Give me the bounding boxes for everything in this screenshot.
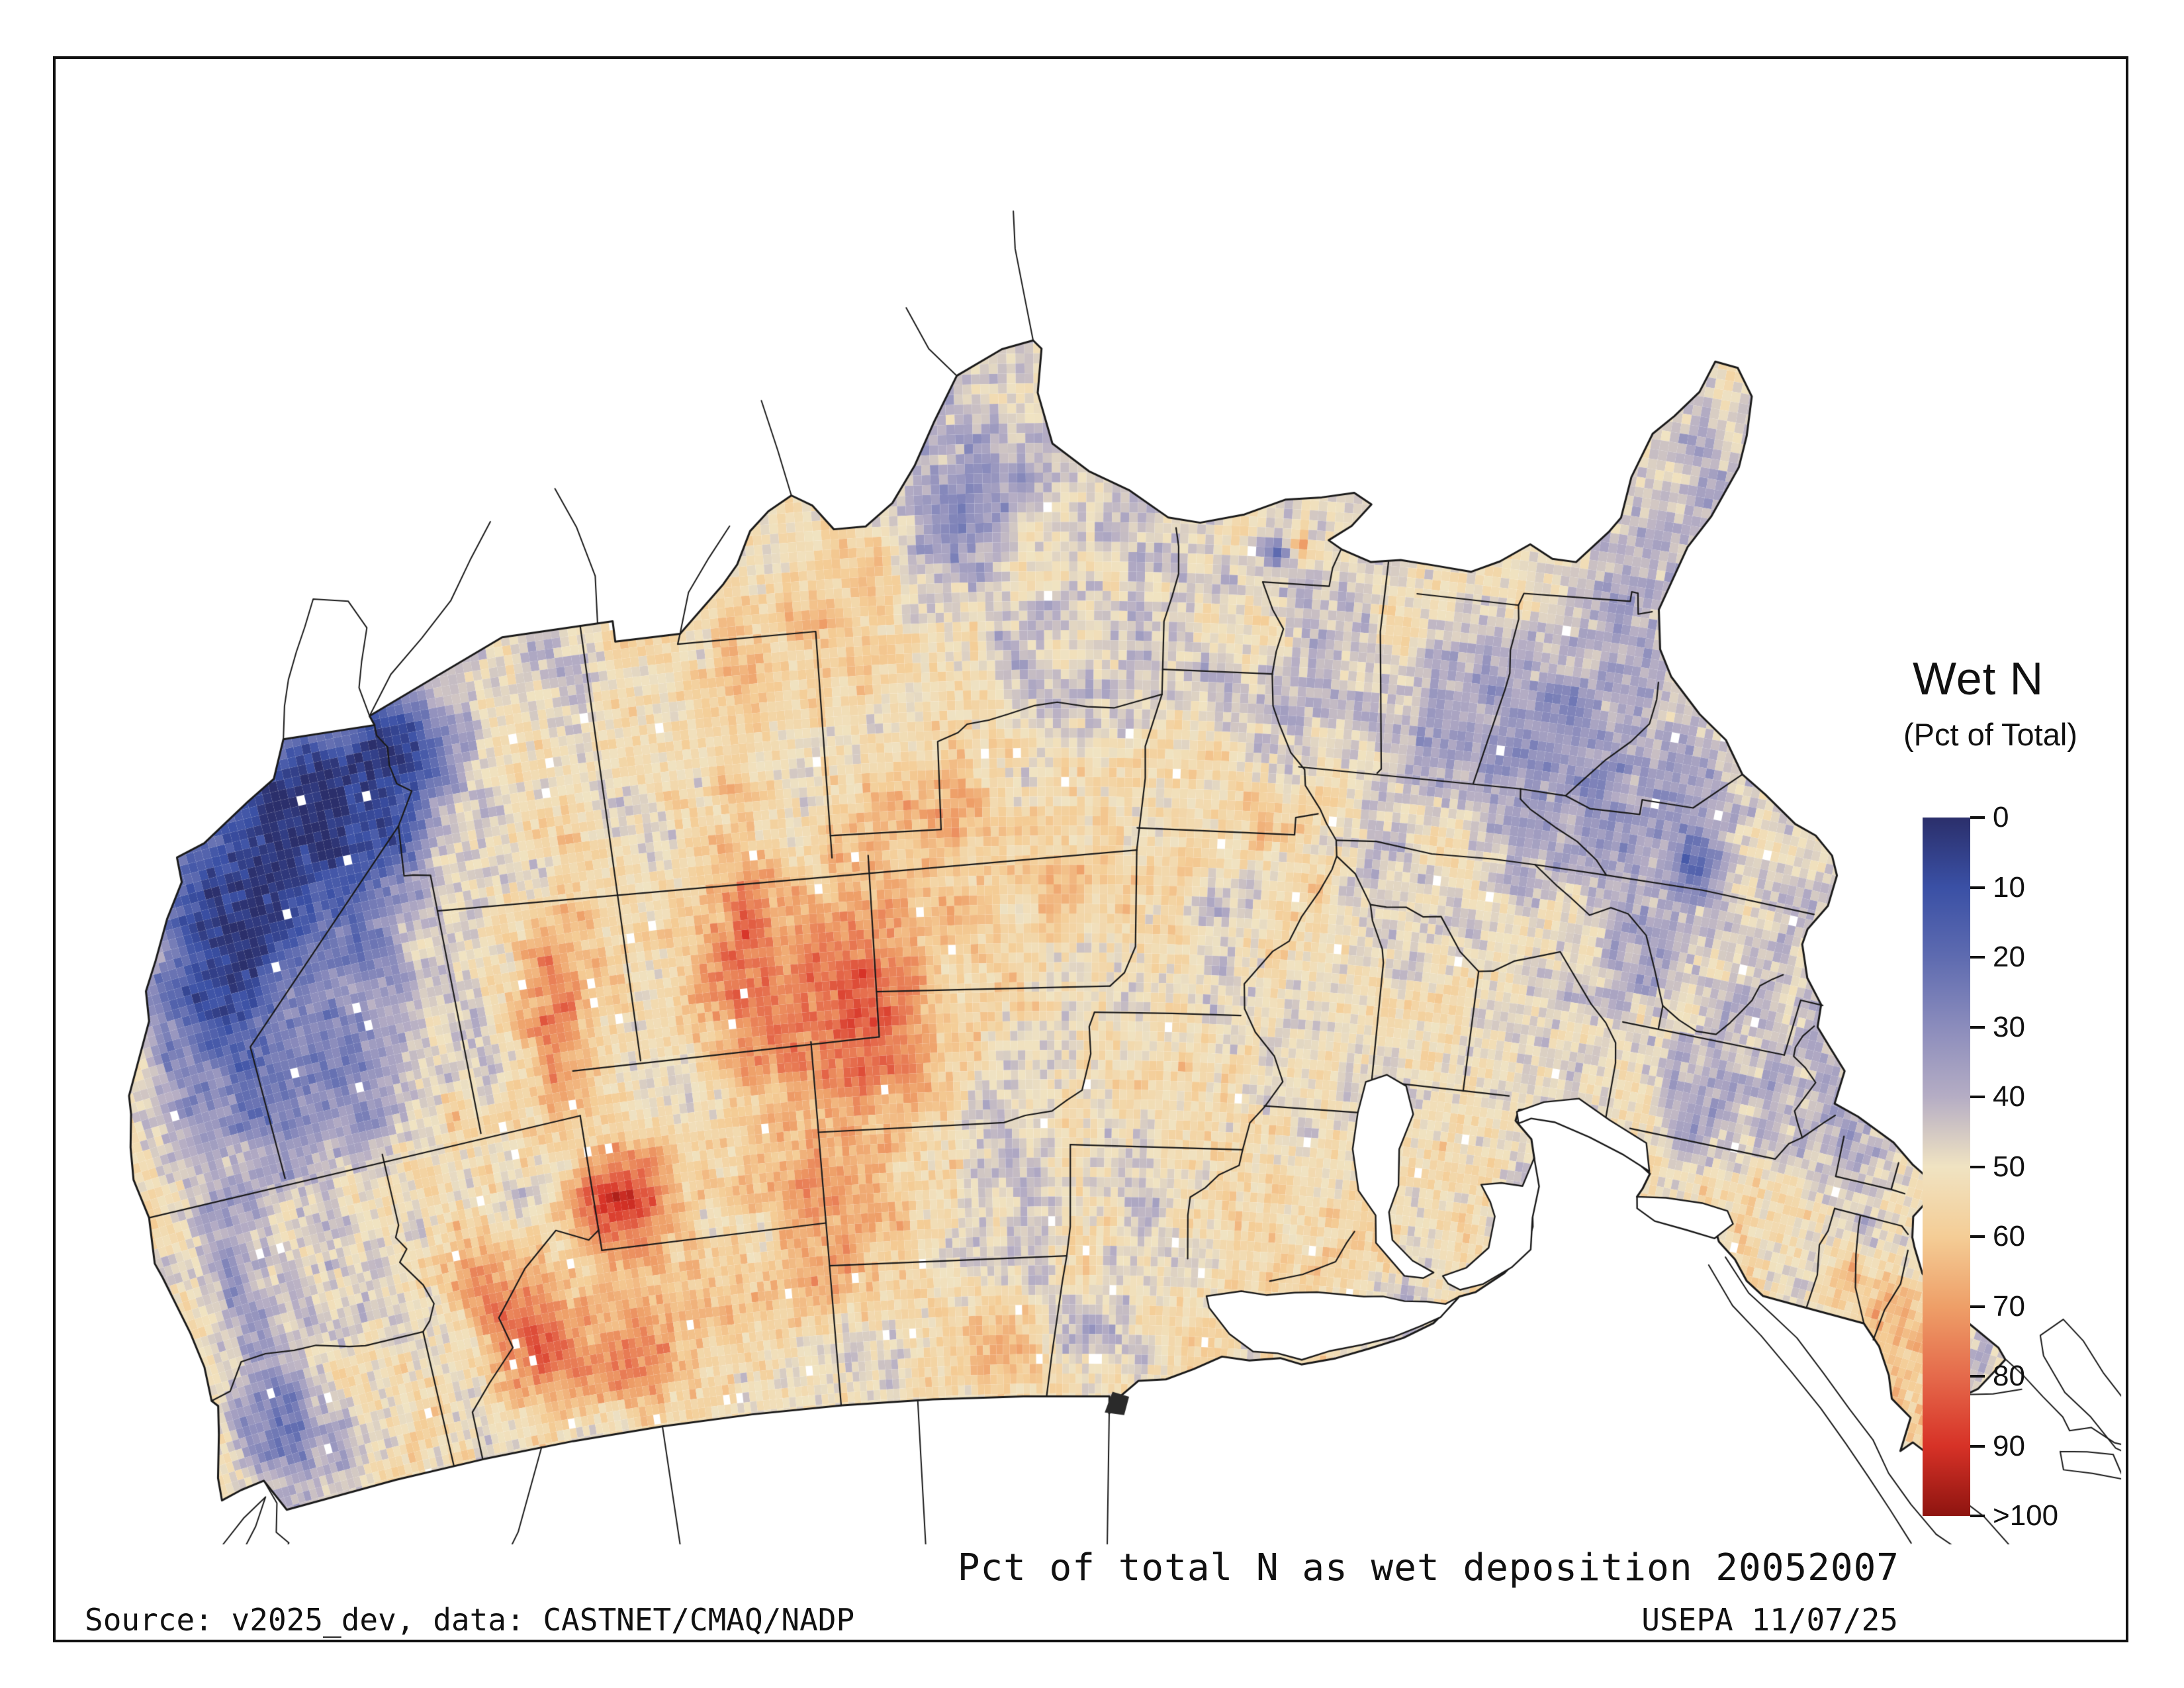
tick-mark bbox=[1970, 1165, 1985, 1168]
tick-mark bbox=[1970, 1305, 1985, 1308]
colorbar-tick: >100 bbox=[1970, 1499, 2058, 1532]
colorbar bbox=[1923, 818, 1970, 1516]
source-text: Source: v2025_dev, data: CASTNET/CMAQ/NA… bbox=[85, 1602, 855, 1638]
tick-label: 60 bbox=[1993, 1220, 2025, 1252]
legend-subtitle: (Pct of Total) bbox=[1903, 717, 2077, 752]
colorbar-tick: 0 bbox=[1970, 801, 2009, 834]
legend-title: Wet N bbox=[1913, 653, 2044, 704]
colorbar-tick: 50 bbox=[1970, 1150, 2025, 1184]
tick-mark bbox=[1970, 816, 1985, 819]
tick-label: 70 bbox=[1993, 1289, 2025, 1323]
map-caption: Pct of total N as wet deposition 2005200… bbox=[957, 1546, 1899, 1589]
tick-label: 0 bbox=[1993, 801, 2009, 833]
tick-label: 20 bbox=[1993, 941, 2025, 973]
tick-mark bbox=[1970, 1444, 1985, 1448]
tick-mark bbox=[1970, 1096, 1985, 1098]
figure-border bbox=[53, 56, 2128, 1642]
tick-mark bbox=[1970, 1515, 1985, 1517]
colorbar-tick: 20 bbox=[1970, 941, 2025, 974]
colorbar-tick: 10 bbox=[1970, 871, 2025, 904]
tick-label: >100 bbox=[1993, 1499, 2059, 1532]
credit-text: USEPA 11/07/25 bbox=[1641, 1602, 1898, 1638]
colorbar-tick: 30 bbox=[1970, 1011, 2025, 1044]
tick-mark bbox=[1970, 1235, 1985, 1238]
tick-mark bbox=[1970, 886, 1985, 889]
tick-label: 30 bbox=[1993, 1010, 2025, 1043]
colorbar-ticks: 0 10 20 30 40 50 60 70 80 90 >100 bbox=[1970, 801, 2129, 1532]
tick-label: 80 bbox=[1993, 1360, 2025, 1392]
colorbar-tick: 80 bbox=[1970, 1360, 2025, 1393]
tick-label: 90 bbox=[1993, 1429, 2025, 1462]
colorbar-tick: 90 bbox=[1970, 1430, 2025, 1463]
tick-label: 40 bbox=[1993, 1080, 2025, 1113]
tick-mark bbox=[1970, 956, 1985, 959]
tick-label: 50 bbox=[1993, 1150, 2025, 1183]
tick-mark bbox=[1970, 1025, 1985, 1029]
colorbar-tick: 60 bbox=[1970, 1220, 2025, 1253]
colorbar-tick: 40 bbox=[1970, 1080, 2025, 1113]
tick-mark bbox=[1970, 1375, 1985, 1378]
colorbar-tick: 70 bbox=[1970, 1290, 2025, 1323]
tick-label: 10 bbox=[1993, 870, 2025, 904]
